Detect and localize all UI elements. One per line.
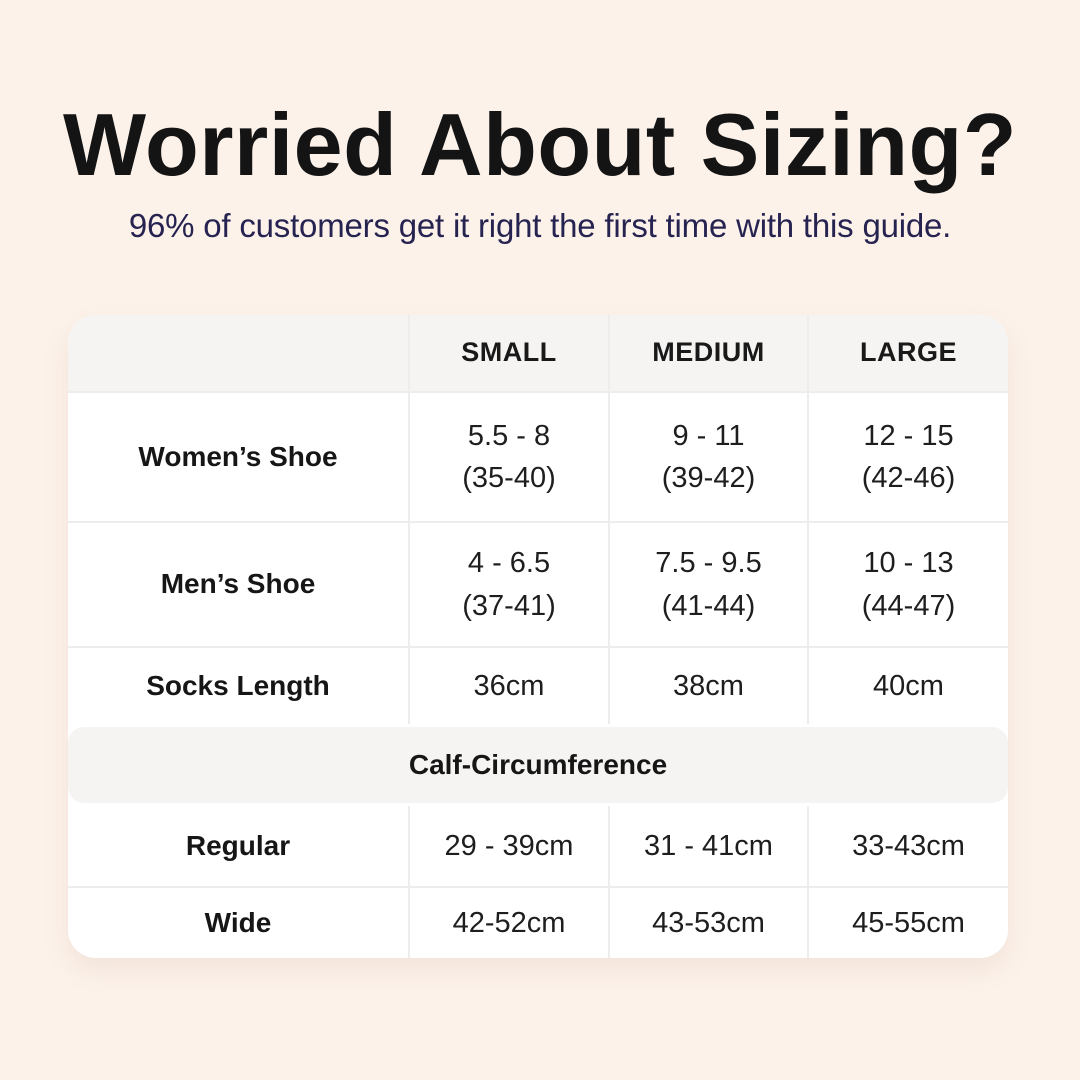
cell-line-primary: 9 - 11	[672, 419, 745, 452]
cell-line-primary: 12 - 15	[863, 419, 954, 452]
mens-shoe-small-cell: 4 - 6.5 (37-41)	[410, 523, 610, 646]
cell-line-primary: 4 - 6.5	[467, 547, 551, 580]
cell-line-secondary: (44-47)	[861, 589, 956, 622]
table-row-calf-wide: Wide 42-52cm 43-53cm 45-55cm	[68, 886, 1008, 958]
row-label-regular: Regular	[68, 806, 410, 886]
row-label-mens-shoe: Men’s Shoe	[68, 523, 410, 646]
mens-shoe-large-cell: 10 - 13 (44-47)	[809, 523, 1008, 646]
calf-wide-large-cell: 45-55cm	[852, 906, 965, 939]
womens-shoe-small-cell: 5.5 - 8 (35-40)	[410, 393, 610, 521]
calf-wide-medium-cell: 43-53cm	[610, 888, 809, 958]
womens-shoe-large-cell: 12 - 15 (42-46)	[809, 393, 1008, 521]
table-row-socks-length: Socks Length 36cm 38cm 40cm	[68, 646, 1008, 724]
cell-line-secondary: (37-41)	[462, 589, 556, 622]
column-header-small: SMALL	[410, 315, 610, 391]
cell-line-secondary: (35-40)	[462, 462, 556, 494]
cell-line-primary: 5.5 - 8	[467, 419, 551, 452]
calf-regular-large-cell: 33-43cm	[852, 829, 965, 862]
table-row-mens-shoe: Men’s Shoe 4 - 6.5 (37-41) 7.5 - 9.5 (41…	[68, 521, 1008, 646]
cell-line-primary: 10 - 13	[863, 547, 954, 580]
row-label-wide: Wide	[68, 888, 410, 958]
table-row-womens-shoe: Women’s Shoe 5.5 - 8 (35-40) 9 - 11 (39-…	[68, 391, 1008, 521]
mens-shoe-medium-cell: 7.5 - 9.5 (41-44)	[610, 523, 809, 646]
size-guide-table: SMALL MEDIUM LARGE Women’s Shoe 5.5 - 8 …	[68, 315, 1008, 958]
cell-line-secondary: (42-46)	[861, 462, 956, 494]
row-label-womens-shoe: Women’s Shoe	[68, 393, 410, 521]
calf-circumference-section-header: Calf-Circumference	[68, 727, 1008, 803]
column-header-large: LARGE	[860, 337, 957, 368]
page-subtitle: 96% of customers get it right the first …	[128, 207, 952, 244]
calf-regular-medium-cell: 31 - 41cm	[610, 806, 809, 886]
cell-line-secondary: (39-42)	[661, 462, 756, 494]
column-header-medium: MEDIUM	[610, 315, 809, 391]
page-title: Worried About Sizing?	[63, 95, 1017, 194]
womens-shoe-medium-cell: 9 - 11 (39-42)	[610, 393, 809, 521]
socks-length-medium-cell: 38cm	[610, 648, 809, 724]
cell-line-primary: 7.5 - 9.5	[655, 547, 762, 580]
socks-length-large-cell: 40cm	[873, 669, 944, 702]
calf-regular-small-cell: 29 - 39cm	[410, 806, 610, 886]
table-row-calf-regular: Regular 29 - 39cm 31 - 41cm 33-43cm	[68, 806, 1008, 886]
column-header-blank	[68, 315, 410, 391]
calf-wide-small-cell: 42-52cm	[410, 888, 610, 958]
socks-length-small-cell: 36cm	[410, 648, 610, 724]
cell-line-secondary: (41-44)	[661, 589, 756, 622]
table-header-row: SMALL MEDIUM LARGE	[68, 315, 1008, 391]
row-label-socks-length: Socks Length	[68, 648, 410, 724]
